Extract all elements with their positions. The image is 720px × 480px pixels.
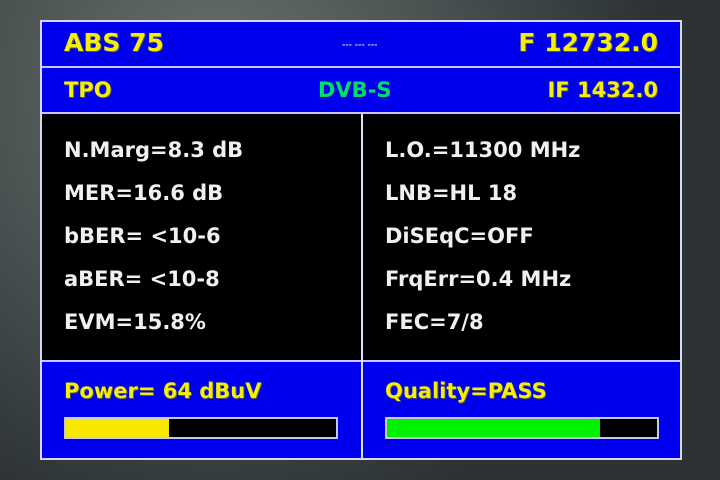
quality-bar-fill [387, 419, 601, 437]
power-label: Power= 64 dBuV [64, 379, 262, 403]
param-frqerr: FrqErr=0.4 MHz [385, 267, 572, 291]
power-bar [64, 417, 338, 439]
param-bber: bBER= <10-6 [64, 224, 221, 248]
param-evm: EVM=15.8% [64, 310, 206, 334]
standard: DVB-S [318, 78, 392, 102]
param-lo: L.O.=11300 MHz [385, 138, 581, 162]
mode: TPO [64, 78, 112, 102]
param-diseqc: DiSEqC=OFF [385, 224, 534, 248]
param-mer: MER=16.6 dB [64, 181, 224, 205]
meter-screen: ABS 75 --- --- --- F 12732.0 TPO DVB-S I… [40, 20, 682, 460]
quality-label: Quality=PASS [385, 379, 547, 403]
center-indicator: --- --- --- [342, 40, 378, 49]
header-row: ABS 75 --- --- --- F 12732.0 [42, 22, 680, 68]
param-fec: FEC=7/8 [385, 310, 484, 334]
divider [361, 114, 363, 458]
quality-bar [385, 417, 659, 439]
satellite-name: ABS 75 [64, 28, 164, 57]
power-bar-fill [66, 419, 169, 437]
subheader-row: TPO DVB-S IF 1432.0 [42, 68, 680, 114]
if-frequency: IF 1432.0 [547, 78, 658, 102]
param-nmarg: N.Marg=8.3 dB [64, 138, 244, 162]
param-lnb: LNB=HL 18 [385, 181, 518, 205]
frequency: F 12732.0 [518, 28, 658, 57]
param-aber: aBER= <10-8 [64, 267, 220, 291]
